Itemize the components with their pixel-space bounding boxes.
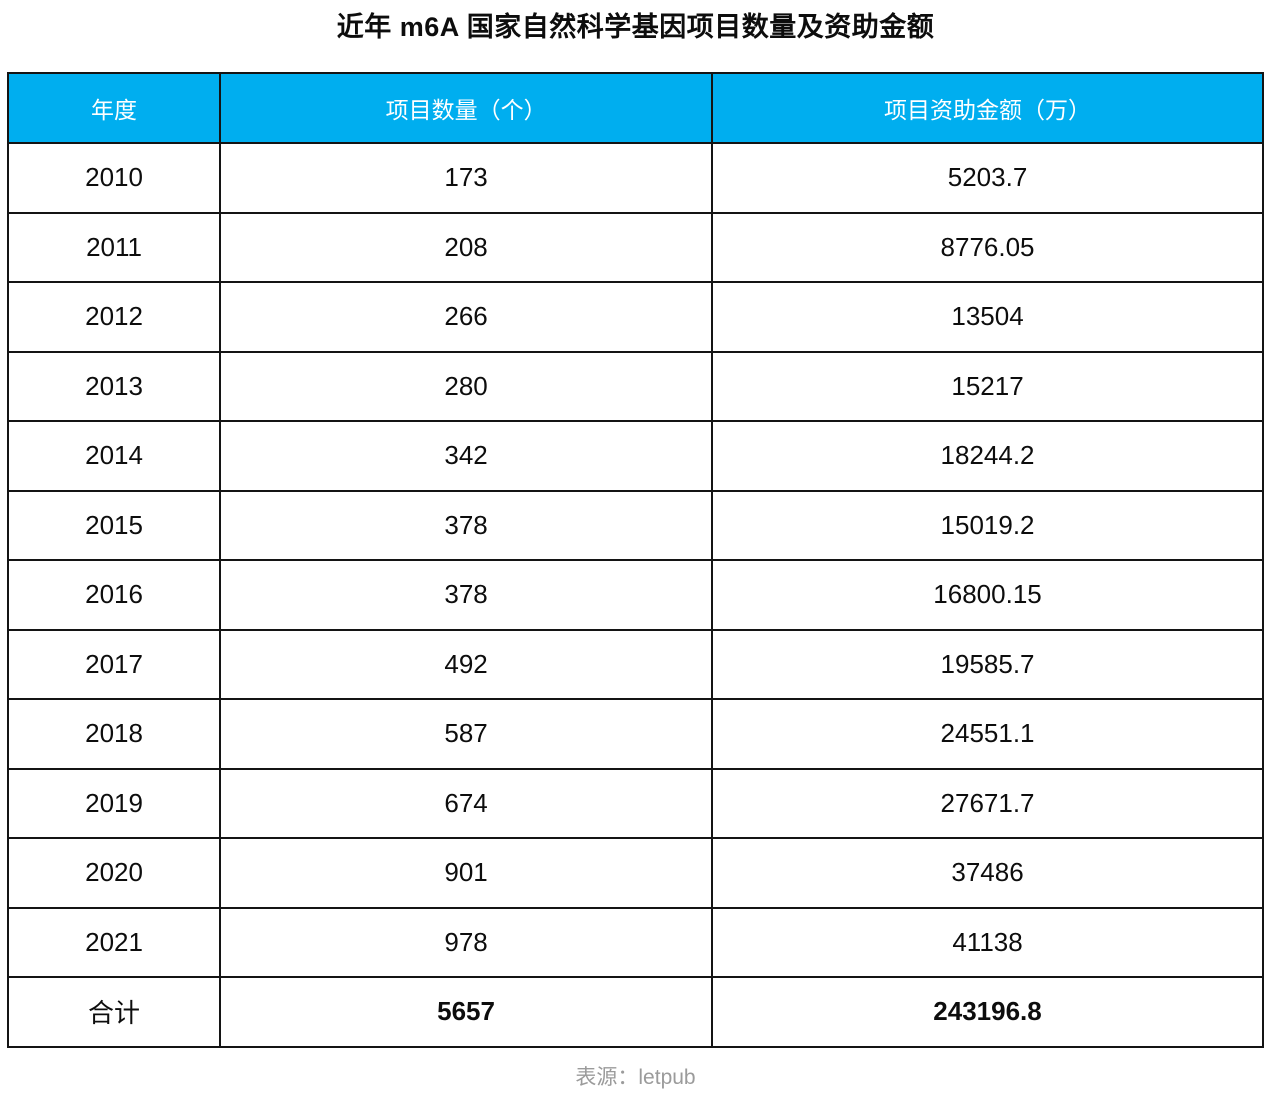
table-header-row: 年度 项目数量（个） 项目资助金额（万） — [6, 72, 1264, 144]
count-cell: 674 — [219, 767, 714, 839]
source-caption: 表源：letpub — [575, 1065, 696, 1089]
funding-cell: 37486 — [711, 837, 1264, 909]
count-cell: 978 — [219, 906, 714, 978]
table-row: 2016 378 16800.15 — [6, 559, 1264, 631]
count-cell: 378 — [219, 559, 714, 631]
year-cell: 2019 — [6, 767, 222, 839]
funding-cell: 15217 — [711, 350, 1264, 422]
year-cell: 2011 — [6, 211, 222, 283]
count-cell: 342 — [219, 420, 714, 492]
table-row: 2021 978 41138 — [6, 906, 1264, 978]
table-row: 2017 492 19585.7 — [6, 628, 1264, 700]
year-cell: 2013 — [6, 350, 222, 422]
table-row: 2013 280 15217 — [6, 350, 1264, 422]
table-row: 2014 342 18244.2 — [6, 420, 1264, 492]
count-cell: 266 — [219, 281, 714, 353]
funding-cell: 19585.7 — [711, 628, 1264, 700]
year-cell: 2018 — [6, 698, 222, 770]
year-cell: 2021 — [6, 906, 222, 978]
funding-cell: 16800.15 — [711, 559, 1264, 631]
table-row: 2011 208 8776.05 — [6, 211, 1264, 283]
year-cell: 2016 — [6, 559, 222, 631]
year-cell: 2012 — [6, 281, 222, 353]
table-row: 2015 378 15019.2 — [6, 489, 1264, 561]
table-row: 2010 173 5203.7 — [6, 142, 1264, 214]
count-cell: 280 — [219, 350, 714, 422]
year-cell: 2014 — [6, 420, 222, 492]
count-cell: 587 — [219, 698, 714, 770]
page-title: 近年 m6A 国家自然科学基因项目数量及资助金额 — [336, 12, 935, 42]
total-funding-cell: 243196.8 — [711, 976, 1264, 1048]
total-count-cell: 5657 — [219, 976, 714, 1048]
header-funding-amount: 项目资助金额（万） — [711, 72, 1264, 144]
table-row: 2020 901 37486 — [6, 837, 1264, 909]
funding-table: 年度 项目数量（个） 项目资助金额（万） 2010 173 5203.7 201… — [6, 72, 1264, 1048]
table-row: 2019 674 27671.7 — [6, 767, 1264, 839]
funding-cell: 13504 — [711, 281, 1264, 353]
year-cell: 2017 — [6, 628, 222, 700]
funding-cell: 41138 — [711, 906, 1264, 978]
total-label-cell: 合计 — [6, 976, 222, 1048]
table-total-row: 合计 5657 243196.8 — [6, 976, 1264, 1048]
funding-cell: 8776.05 — [711, 211, 1264, 283]
funding-cell: 18244.2 — [711, 420, 1264, 492]
year-cell: 2010 — [6, 142, 222, 214]
count-cell: 173 — [219, 142, 714, 214]
funding-cell: 5203.7 — [711, 142, 1264, 214]
table-row: 2012 266 13504 — [6, 281, 1264, 353]
header-project-count: 项目数量（个） — [219, 72, 714, 144]
header-year: 年度 — [6, 72, 222, 144]
year-cell: 2020 — [6, 837, 222, 909]
funding-cell: 15019.2 — [711, 489, 1264, 561]
funding-cell: 24551.1 — [711, 698, 1264, 770]
count-cell: 208 — [219, 211, 714, 283]
year-cell: 2015 — [6, 489, 222, 561]
count-cell: 378 — [219, 489, 714, 561]
table-row: 2018 587 24551.1 — [6, 698, 1264, 770]
count-cell: 901 — [219, 837, 714, 909]
funding-cell: 27671.7 — [711, 767, 1264, 839]
count-cell: 492 — [219, 628, 714, 700]
